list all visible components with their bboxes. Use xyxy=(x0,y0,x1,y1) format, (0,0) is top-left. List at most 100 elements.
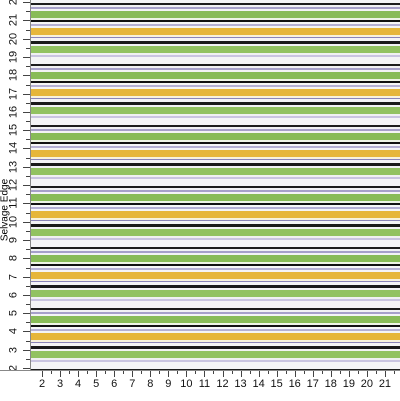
ruler-tick xyxy=(26,268,30,269)
ruler-tick xyxy=(168,371,169,377)
ruler-number: 8 xyxy=(147,379,153,390)
ruler-tick xyxy=(26,103,30,104)
ruler-tick xyxy=(268,371,269,374)
ruler-tick xyxy=(385,371,386,377)
ruler-number: 14 xyxy=(9,142,20,154)
ruler-number: 4 xyxy=(75,379,81,390)
ruler-tick xyxy=(26,213,30,214)
ruler-number: 12 xyxy=(9,179,20,191)
ruler-tick xyxy=(23,94,30,95)
ruler-tick xyxy=(23,368,30,369)
ruler-tick xyxy=(26,139,30,140)
ruler-tick xyxy=(177,371,178,374)
ruler-tick xyxy=(250,371,251,374)
ruler-number: 11 xyxy=(199,379,210,390)
ruler-tick xyxy=(42,371,43,377)
ruler-tick xyxy=(358,371,359,374)
ruler-number: 2 xyxy=(9,0,20,5)
ruler-tick xyxy=(26,48,30,49)
ruler-number: 15 xyxy=(9,124,20,136)
ruler-tick xyxy=(26,304,30,305)
ruler-tick xyxy=(141,371,142,374)
ruler-tick xyxy=(322,371,323,374)
ruler-tick xyxy=(277,371,278,377)
ruler-number: 19 xyxy=(343,379,355,390)
ruler-tick xyxy=(26,249,30,250)
ruler-tick xyxy=(195,371,196,374)
ruler-tick xyxy=(23,57,30,58)
ruler-number: 19 xyxy=(9,51,20,63)
ruler-tick xyxy=(51,371,52,374)
ruler-number: 11 xyxy=(9,198,20,209)
ruler-tick xyxy=(132,371,133,377)
ruler-number: 15 xyxy=(271,379,283,390)
ruler-tick xyxy=(123,371,124,374)
ruler-tick xyxy=(159,371,160,374)
ruler-tick xyxy=(96,371,97,377)
fabric-swatch xyxy=(30,0,400,370)
ruler-tick xyxy=(69,371,70,374)
ruler-tick xyxy=(340,371,341,374)
ruler-tick xyxy=(23,258,30,259)
ruler-number: 18 xyxy=(9,69,20,81)
ruler-number: 8 xyxy=(9,255,20,261)
ruler-number: 7 xyxy=(129,379,135,390)
ruler-tick xyxy=(295,371,296,377)
ruler-tick xyxy=(23,350,30,351)
ruler-tick xyxy=(23,75,30,76)
ruler-number: 14 xyxy=(252,379,264,390)
ruler-number: 5 xyxy=(9,310,20,316)
ruler-tick xyxy=(114,371,115,377)
ruler-tick xyxy=(213,371,214,374)
ruler-tick xyxy=(60,371,61,377)
ruler-tick xyxy=(23,112,30,113)
ruler-number: 16 xyxy=(9,106,20,118)
ruler-tick xyxy=(286,371,287,374)
ruler-tick xyxy=(26,286,30,287)
ruler-tick xyxy=(26,194,30,195)
ruler-tick xyxy=(23,130,30,131)
ruler-number: 18 xyxy=(325,379,337,390)
ruler-tick xyxy=(26,322,30,323)
ruler-number: 5 xyxy=(93,379,99,390)
ruler-tick xyxy=(367,371,368,377)
ruler-tick xyxy=(105,371,106,374)
ruler-tick xyxy=(78,371,79,377)
ruler-tick xyxy=(304,371,305,374)
ruler-number: 2 xyxy=(39,379,45,390)
ruler-number: 17 xyxy=(307,379,319,390)
ruler-number: 9 xyxy=(9,237,20,243)
ruler-tick xyxy=(26,30,30,31)
ruler-tick xyxy=(241,371,242,377)
ruler-tick xyxy=(23,277,30,278)
ruler-number: 7 xyxy=(9,273,20,279)
ruler-tick xyxy=(23,240,30,241)
ruler-tick xyxy=(23,313,30,314)
ruler-number: 20 xyxy=(9,32,20,44)
ruler-number: 13 xyxy=(234,379,246,390)
ruler-number: 21 xyxy=(379,379,391,390)
ruler-tick xyxy=(87,371,88,374)
ruler-tick xyxy=(26,85,30,86)
ruler-tick xyxy=(23,148,30,149)
ruler-number: 12 xyxy=(216,379,228,390)
ruler-tick xyxy=(26,121,30,122)
ruler-tick xyxy=(331,371,332,377)
ruler-number: 13 xyxy=(9,161,20,173)
ruler-tick xyxy=(26,11,30,12)
ruler-number: 3 xyxy=(9,347,20,353)
ruler-tick xyxy=(26,231,30,232)
ruler-tick xyxy=(259,371,260,377)
ruler-tick xyxy=(150,371,151,377)
ruler-tick xyxy=(23,185,30,186)
ruler-tick xyxy=(394,371,395,374)
ruler-tick xyxy=(349,371,350,377)
ruler-tick xyxy=(23,222,30,223)
ruler-tick xyxy=(223,371,224,377)
ruler-number: 6 xyxy=(9,292,20,298)
ruler-tick xyxy=(232,371,233,374)
ruler-tick xyxy=(26,359,30,360)
ruler-number: 21 xyxy=(9,14,20,26)
